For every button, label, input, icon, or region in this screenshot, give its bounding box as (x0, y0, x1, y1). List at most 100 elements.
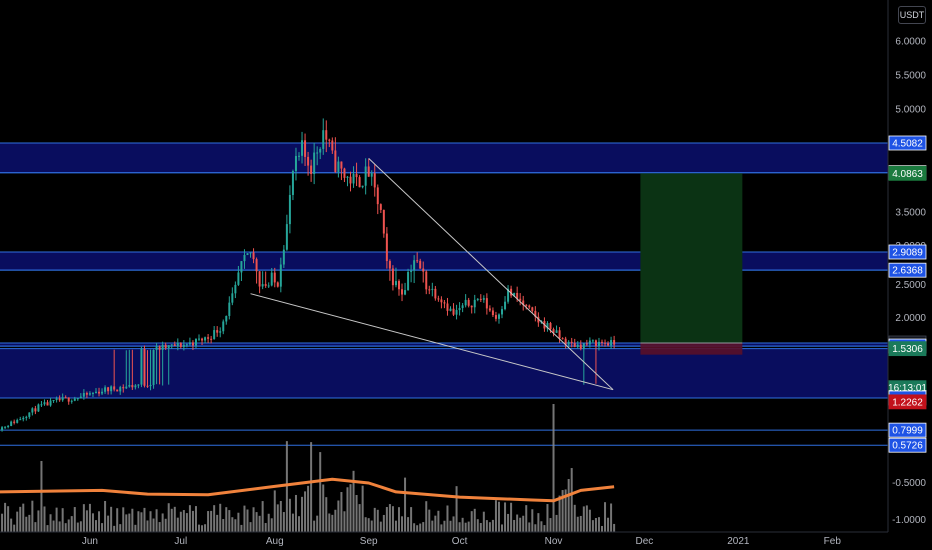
candle-body (19, 419, 22, 421)
candle-body (70, 400, 73, 402)
candle-body (285, 224, 288, 250)
candle-body (555, 330, 558, 333)
volume-bar (313, 520, 316, 532)
volume-bar (594, 518, 597, 532)
price-tick-label: 6.0000 (895, 36, 926, 47)
candle-body (76, 398, 79, 400)
candle-body (528, 305, 531, 308)
volume-bar (591, 520, 594, 532)
candle-body (73, 398, 76, 401)
volume-bar (522, 515, 525, 532)
volume-bar (158, 522, 161, 532)
volume-bar (367, 518, 370, 532)
volume-bar (13, 524, 16, 532)
currency-unit-button[interactable]: USDT (898, 6, 926, 24)
candle-body (449, 308, 452, 311)
volume-bar (128, 513, 131, 532)
volume-bar (228, 510, 231, 532)
volume-bar (304, 491, 307, 532)
volume-bar (394, 520, 397, 532)
volume-bar (122, 507, 125, 532)
candle-body (455, 310, 458, 315)
candle-body (237, 272, 240, 285)
candle-body (319, 148, 322, 153)
candle-body (352, 174, 355, 184)
volume-bar (413, 523, 416, 532)
volume-bar (525, 505, 528, 532)
volume-bar (191, 510, 194, 532)
candle-body (510, 288, 513, 296)
volume-bar (101, 523, 104, 532)
candle-body (504, 301, 507, 310)
candle-body (310, 165, 313, 174)
volume-bar (46, 525, 49, 532)
candle-body (416, 260, 419, 262)
falling-wedge-trendlines[interactable] (250, 158, 614, 391)
volume-bar (273, 490, 276, 532)
price-tag-box (888, 341, 927, 357)
candle-body (167, 345, 170, 348)
volume-bar (176, 517, 179, 532)
volume-bar (425, 501, 428, 532)
price-tag-box (888, 422, 927, 438)
volume-bar (576, 516, 579, 532)
volume-bar (43, 506, 46, 532)
volume-bar (504, 502, 507, 532)
candle-body (207, 337, 210, 339)
volume-bar (431, 520, 434, 532)
volume-bar (7, 506, 10, 532)
candle-body (276, 282, 279, 287)
volume-bar (588, 509, 591, 532)
volume-bar (534, 524, 537, 532)
candle-body (164, 344, 167, 348)
candle-body (425, 271, 428, 290)
candle-body (79, 396, 82, 399)
volume-bar (140, 512, 143, 532)
volume-bar (137, 511, 140, 532)
long-position-tool[interactable] (640, 173, 743, 355)
candle-body (210, 338, 213, 340)
candle-body (407, 272, 410, 291)
candle-body (488, 308, 491, 311)
candle-body (437, 298, 440, 300)
volume-bar (455, 486, 458, 532)
volume-bar (234, 519, 237, 532)
candle-body (307, 156, 310, 166)
candle-body (219, 331, 222, 333)
candle-body (170, 344, 173, 346)
volume-bar (119, 524, 122, 532)
candle-body (58, 398, 61, 401)
time-axis[interactable]: Jun Jul Aug Sep Oct Nov Dec 2021 Feb (82, 536, 841, 547)
candle-body (246, 253, 249, 255)
candle-body (88, 393, 91, 395)
volume-bar (479, 523, 482, 532)
volume-bar (225, 507, 228, 532)
volume-bar (264, 523, 267, 532)
volume-bar (516, 514, 519, 532)
candle-body (304, 140, 307, 157)
candle-body (531, 307, 534, 311)
volume-bar (240, 524, 243, 532)
candle-body (458, 308, 461, 311)
candle-body (346, 176, 349, 178)
candle-body (228, 302, 231, 316)
volume-bar (143, 507, 146, 532)
time-tick-label: Nov (545, 536, 563, 547)
volume-bar (316, 515, 319, 532)
candle-body (379, 204, 382, 210)
candle-body (194, 338, 197, 346)
volume-bar (116, 508, 119, 532)
volume-bar (467, 521, 470, 532)
volume-bar (267, 513, 270, 532)
candle-body (452, 308, 455, 315)
candle-body (67, 397, 70, 402)
volume-bar (1, 513, 4, 532)
volume-bar (246, 509, 249, 532)
volume-bar (61, 508, 64, 532)
volume-bar (164, 518, 167, 532)
volume-bar (37, 510, 40, 532)
volume-bar (131, 508, 134, 532)
candle-body (431, 288, 434, 290)
price-tick-label: -0.5000 (892, 478, 926, 489)
